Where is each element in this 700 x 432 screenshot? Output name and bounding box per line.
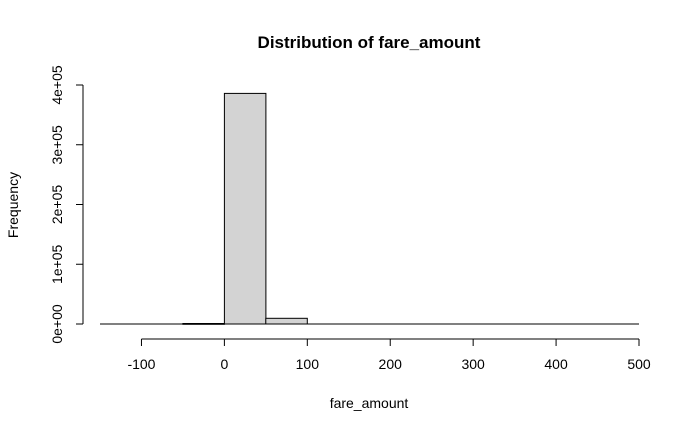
x-tick-label: 100: [296, 356, 320, 372]
chart-title: Distribution of fare_amount: [258, 33, 481, 52]
x-tick-label: 0: [220, 356, 228, 372]
y-tick-label: 4e+05: [49, 65, 65, 105]
histogram-bars: [182, 92, 308, 325]
x-axis: -100 0 100 200 300 400 500: [127, 338, 651, 372]
x-tick-label: 500: [627, 356, 651, 372]
x-tick-label: 200: [379, 356, 403, 372]
x-axis-label: fare_amount: [330, 395, 409, 411]
x-tick-label: 300: [461, 356, 485, 372]
y-axis: 0e+00 1e+05 2e+05 3e+05 4e+05: [49, 65, 84, 344]
y-tick-label: 2e+05: [49, 185, 65, 225]
histogram-bar-2: [265, 317, 308, 325]
y-tick-label: 1e+05: [49, 244, 65, 284]
y-axis-label: Frequency: [5, 172, 21, 238]
histogram-bar-1: [223, 92, 267, 325]
y-tick-label: 3e+05: [49, 125, 65, 165]
x-tick-label: 400: [544, 356, 568, 372]
y-tick-label: 0e+00: [49, 304, 65, 344]
x-tick-label: -100: [127, 356, 155, 372]
